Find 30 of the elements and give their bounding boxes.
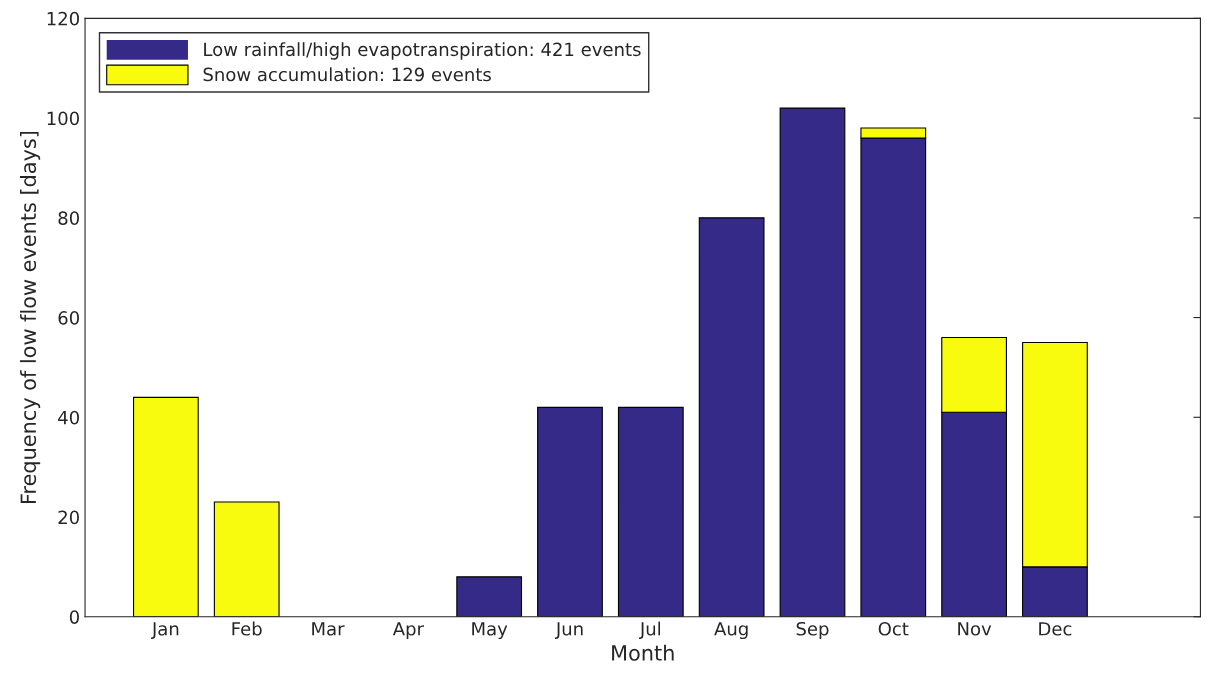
bar [456,576,523,617]
x-tick-label: Aug [714,622,748,640]
bar [617,406,684,617]
bar [132,396,199,617]
y-tick-label: 60 [58,311,79,325]
bar [213,501,280,617]
legend-label: Low rainfall/high evapotranspiration: 421 events [204,42,641,60]
x-tick-label: Sep [796,621,829,640]
legend-label: Snow accumulation: 129 events [203,67,491,82]
x-axis-title: Month [612,644,674,661]
y-tick-label: 40 [58,410,79,425]
bar [779,107,846,617]
y-tick-label: 20 [58,510,79,525]
x-tick-label: Jan [151,622,179,639]
y-tick-label: 100 [47,111,79,126]
y-axis-title: Frequency of low flow events [days] [20,131,41,503]
x-tick-label: May [472,622,508,640]
x-tick-label: Oct [878,621,909,636]
x-tick-label: Mar [312,622,345,636]
x-tick-label: Dec [1039,622,1072,636]
y-tick-label: 0 [69,610,79,624]
y-tick-label: 80 [58,211,79,225]
x-tick-label: Jul [638,621,661,639]
y-tick-label: 120 [47,11,79,26]
bar [698,217,765,617]
x-tick-label: Nov [958,622,992,636]
x-tick-label: Jun [554,622,583,639]
bar [537,406,603,617]
x-tick-label: Feb [232,621,262,636]
x-tick-label: Apr [392,622,424,640]
